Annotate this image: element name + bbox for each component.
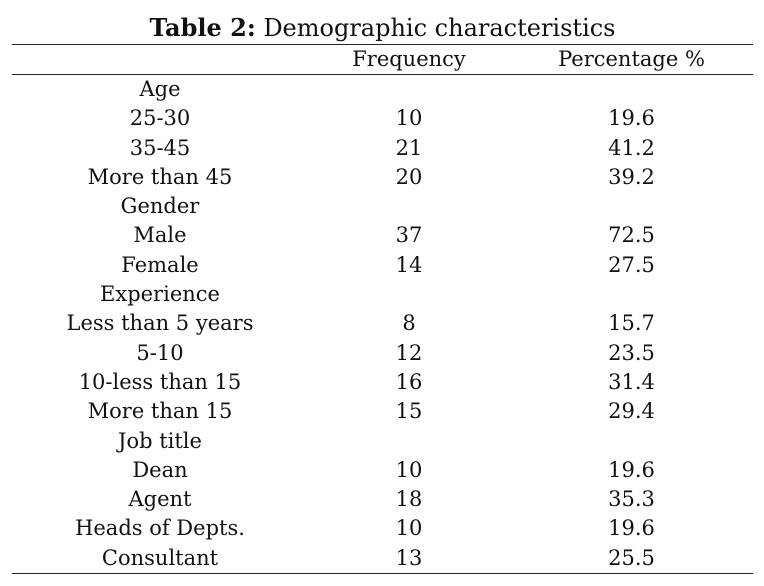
table-row: 10-less than 15 16 31.4 bbox=[12, 368, 753, 397]
row-frequency: 10 bbox=[395, 457, 423, 482]
row-percentage: 41.2 bbox=[608, 135, 655, 160]
row-frequency: 15 bbox=[395, 399, 423, 424]
row-percentage: 72.5 bbox=[608, 223, 655, 248]
row-percentage: 29.4 bbox=[608, 399, 655, 424]
table-row: Age bbox=[12, 75, 753, 105]
table-row: Consultant 13 25.5 bbox=[12, 544, 753, 573]
table-row: Job title bbox=[12, 427, 753, 456]
row-label: 5-10 bbox=[136, 340, 184, 365]
row-percentage: 27.5 bbox=[608, 252, 655, 277]
demographics-table-block: Table 2: Demographic characteristics Fre… bbox=[12, 12, 753, 575]
row-percentage bbox=[510, 427, 753, 456]
table-row: More than 15 15 29.4 bbox=[12, 397, 753, 426]
row-label: Experience bbox=[100, 282, 220, 307]
row-frequency: 21 bbox=[395, 135, 423, 160]
row-label: More than 45 bbox=[87, 164, 233, 189]
row-label: 35-45 bbox=[129, 135, 191, 160]
table-row: Agent 18 35.3 bbox=[12, 485, 753, 514]
table-row: Female 14 27.5 bbox=[12, 251, 753, 280]
row-frequency bbox=[308, 427, 510, 456]
bottom-rule bbox=[12, 573, 753, 575]
row-percentage bbox=[510, 75, 753, 105]
row-frequency: 37 bbox=[395, 223, 423, 248]
row-label: Consultant bbox=[101, 545, 219, 570]
top-rule bbox=[12, 44, 753, 45]
table-row: Heads of Depts. 10 19.6 bbox=[12, 514, 753, 543]
header-frequency: Frequency bbox=[308, 45, 510, 75]
row-label: Gender bbox=[120, 194, 200, 219]
row-frequency: 12 bbox=[395, 340, 423, 365]
demographics-table: Frequency Percentage % Age 25-30 10 19.6 3… bbox=[12, 45, 753, 573]
row-percentage: 19.6 bbox=[608, 516, 655, 541]
table-row: 35-45 21 41.2 bbox=[12, 134, 753, 163]
table-row: Male 37 72.5 bbox=[12, 221, 753, 250]
row-label: Heads of Depts. bbox=[75, 516, 245, 541]
row-frequency bbox=[308, 280, 510, 309]
row-frequency: 10 bbox=[395, 516, 423, 541]
row-percentage bbox=[510, 280, 753, 309]
row-percentage: 25.5 bbox=[608, 545, 655, 570]
row-percentage: 19.6 bbox=[608, 106, 655, 131]
table-body: Age 25-30 10 19.6 35-45 21 41.2 More than 45… bbox=[12, 75, 753, 574]
row-frequency bbox=[308, 192, 510, 221]
row-label: Dean bbox=[132, 457, 188, 482]
row-percentage: 31.4 bbox=[608, 369, 655, 394]
header-category bbox=[12, 45, 308, 75]
row-percentage: 39.2 bbox=[608, 164, 655, 189]
table-row: Gender bbox=[12, 192, 753, 221]
table-caption: Table 2: Demographic characteristics bbox=[12, 12, 753, 44]
caption-text: Demographic characteristics bbox=[255, 14, 616, 42]
row-frequency: 20 bbox=[395, 164, 423, 189]
row-frequency: 18 bbox=[395, 487, 423, 512]
row-label: Female bbox=[121, 252, 199, 277]
row-label: Age bbox=[139, 77, 181, 101]
table-row: More than 45 20 39.2 bbox=[12, 163, 753, 192]
row-label: More than 15 bbox=[87, 399, 233, 424]
caption-label: Table 2: bbox=[149, 13, 256, 42]
row-percentage: 15.7 bbox=[608, 311, 655, 336]
table-row: 5-10 12 23.5 bbox=[12, 339, 753, 368]
row-percentage: 23.5 bbox=[608, 340, 655, 365]
row-frequency: 14 bbox=[395, 252, 423, 277]
row-percentage: 35.3 bbox=[608, 487, 655, 512]
row-frequency: 13 bbox=[395, 545, 423, 570]
row-label: Male bbox=[133, 223, 187, 248]
table-row: Dean 10 19.6 bbox=[12, 456, 753, 485]
row-frequency: 10 bbox=[395, 106, 423, 131]
header-row: Frequency Percentage % bbox=[12, 45, 753, 75]
row-frequency: 8 bbox=[402, 311, 416, 336]
row-label: Job title bbox=[118, 428, 202, 453]
row-percentage: 19.6 bbox=[608, 457, 655, 482]
row-frequency: 16 bbox=[395, 369, 423, 394]
row-label: Agent bbox=[128, 487, 192, 512]
table-row: Less than 5 years 8 15.7 bbox=[12, 309, 753, 338]
table-row: 25-30 10 19.6 bbox=[12, 104, 753, 133]
row-label: Less than 5 years bbox=[66, 311, 254, 336]
row-label: 25-30 bbox=[129, 106, 191, 131]
row-label: 10-less than 15 bbox=[78, 369, 242, 394]
row-frequency bbox=[308, 75, 510, 105]
header-percentage: Percentage % bbox=[510, 45, 753, 75]
table-row: Experience bbox=[12, 280, 753, 309]
row-percentage bbox=[510, 192, 753, 221]
